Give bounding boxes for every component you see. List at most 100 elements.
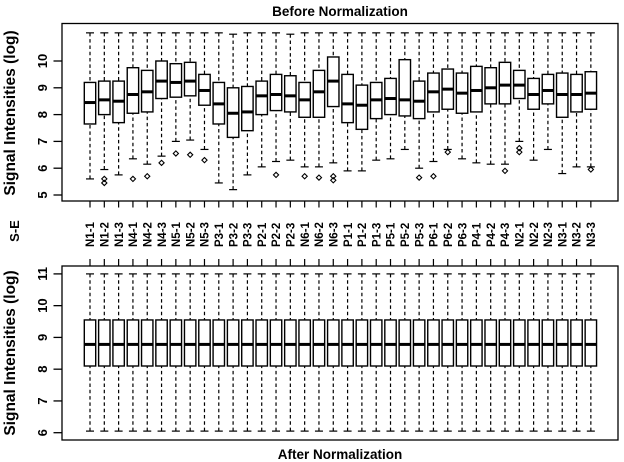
iqr-box — [384, 77, 397, 116]
iqr-box — [183, 61, 197, 97]
box-norm-N4-2 — [140, 273, 154, 432]
x-category-label: N4-3 — [157, 222, 169, 247]
box-P5-1 — [384, 32, 397, 160]
box-norm-P4-1 — [469, 273, 483, 432]
box-N2-3 — [541, 32, 555, 151]
box-norm-P6-1 — [427, 273, 440, 432]
box-norm-N2-1 — [512, 273, 526, 432]
outlier-point — [430, 172, 437, 180]
box-P2-3 — [283, 33, 297, 161]
outlier-point — [186, 151, 194, 159]
outlier-point — [272, 171, 280, 179]
iqr-box — [398, 58, 412, 117]
box-P6-2 — [441, 32, 455, 156]
box-P3-1 — [212, 32, 226, 184]
bottom-panel-border — [61, 265, 619, 441]
box-norm-P3-2 — [226, 273, 240, 432]
box-norm-P2-3 — [283, 273, 297, 432]
x-category-label: P6-1 — [429, 222, 441, 247]
iqr-box — [283, 75, 297, 113]
box-norm-N3-3 — [584, 273, 598, 432]
y-tick-label: 6 — [35, 429, 50, 436]
box-norm-P5-3 — [412, 273, 426, 432]
iqr-box — [269, 73, 283, 112]
x-category-label: N4-2 — [142, 222, 154, 247]
box-N1-2 — [97, 32, 111, 187]
y-tick-label: 6 — [35, 165, 50, 172]
x-category-label: P3-3 — [243, 223, 255, 247]
box-N6-1 — [298, 32, 312, 180]
box-P3-2 — [226, 33, 240, 191]
box-N4-3 — [155, 32, 168, 167]
box-norm-N4-1 — [126, 273, 140, 432]
box-norm-P1-1 — [341, 273, 354, 432]
x-category-label: P6-3 — [457, 223, 469, 247]
box-norm-P5-2 — [398, 273, 412, 432]
x-category-label: P1-1 — [343, 222, 355, 247]
box-norm-P3-3 — [241, 273, 254, 432]
iqr-box — [312, 69, 326, 118]
x-category-label: P2-2 — [271, 223, 283, 247]
outlier-point — [415, 174, 423, 181]
box-P4-2 — [484, 32, 498, 165]
box-norm-N4-3 — [155, 273, 168, 432]
x-category-label: P4-1 — [472, 222, 484, 247]
box-norm-P2-1 — [255, 273, 269, 432]
iqr-box — [584, 71, 598, 110]
box-norm-N6-1 — [298, 273, 312, 432]
box-P6-1 — [427, 32, 440, 180]
x-category-label: N6-2 — [314, 222, 326, 247]
box-norm-N5-3 — [198, 273, 211, 432]
outlier-point — [129, 175, 137, 183]
box-norm-P1-2 — [355, 273, 369, 432]
box-N2-1 — [512, 32, 526, 156]
x-category-label: P1-3 — [371, 223, 383, 247]
iqr-box — [341, 73, 354, 124]
outlier-point — [158, 159, 165, 167]
x-category-label: N3-2 — [572, 222, 584, 247]
x-category-label: N2-3 — [543, 222, 555, 247]
outlier-point — [501, 167, 509, 175]
y-tick-label: 10 — [35, 298, 50, 312]
box-P2-1 — [255, 32, 269, 168]
x-category-label: N6-1 — [300, 221, 312, 247]
box-P5-3 — [412, 32, 426, 181]
x-category-label: N1-3 — [114, 222, 126, 247]
box-norm-P2-2 — [269, 273, 283, 432]
x-category-label: N3-3 — [586, 222, 598, 247]
x-category-label: N5-2 — [185, 222, 197, 247]
x-category-label: N2-2 — [529, 222, 541, 247]
box-P1-2 — [355, 32, 369, 172]
outlier-point — [301, 172, 309, 180]
bottom-panel-x-ticks — [89, 259, 592, 266]
box-P3-3 — [241, 32, 254, 176]
box-N1-3 — [112, 32, 126, 176]
box-N5-3 — [198, 32, 211, 164]
x-category-label: P2-1 — [257, 222, 269, 247]
box-norm-N1-3 — [112, 273, 126, 432]
outlier-point — [315, 174, 323, 181]
outlier-point — [100, 179, 108, 187]
box-norm-N6-3 — [326, 273, 340, 432]
y-tick-label: 7 — [35, 397, 50, 404]
box-N4-1 — [126, 32, 140, 183]
x-category-label: N2-1 — [515, 221, 527, 247]
box-N6-2 — [312, 32, 326, 181]
iqr-box — [484, 66, 498, 105]
box-norm-N3-2 — [570, 273, 583, 432]
box-N6-3 — [326, 32, 340, 184]
top-y-axis-label: Signal Intensities (log) — [2, 30, 19, 195]
box-norm-P4-3 — [498, 273, 512, 432]
box-norm-N1-2 — [97, 273, 111, 432]
y-tick-label: 7 — [35, 138, 50, 145]
x-category-label: P1-2 — [357, 223, 369, 247]
x-category-label: N3-1 — [557, 221, 569, 247]
x-category-label: P6-2 — [443, 223, 455, 247]
outlier-point — [587, 166, 595, 173]
box-N3-1 — [555, 32, 569, 175]
box-norm-P6-3 — [455, 273, 469, 432]
box-P5-2 — [398, 32, 412, 151]
box-norm-P3-1 — [212, 273, 226, 432]
